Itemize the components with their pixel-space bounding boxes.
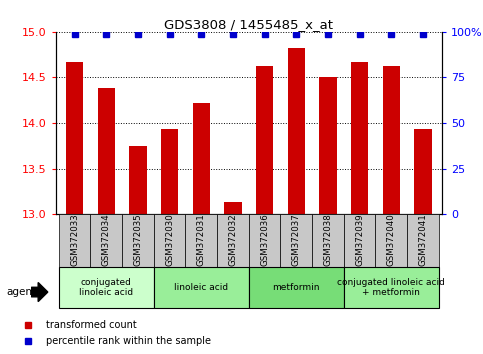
Bar bbox=[90, 214, 122, 267]
Bar bbox=[249, 214, 281, 267]
Bar bbox=[312, 214, 344, 267]
Bar bbox=[66, 62, 83, 214]
Bar bbox=[161, 130, 178, 214]
Text: GSM372034: GSM372034 bbox=[102, 213, 111, 266]
Text: percentile rank within the sample: percentile rank within the sample bbox=[46, 336, 211, 346]
Bar bbox=[193, 103, 210, 214]
Bar bbox=[129, 146, 147, 214]
Title: GDS3808 / 1455485_x_at: GDS3808 / 1455485_x_at bbox=[164, 18, 333, 31]
Bar bbox=[375, 214, 407, 267]
Text: GSM372035: GSM372035 bbox=[133, 213, 142, 266]
FancyArrow shape bbox=[31, 282, 48, 302]
Text: GSM372038: GSM372038 bbox=[324, 213, 332, 266]
Bar bbox=[256, 65, 273, 214]
Bar bbox=[383, 65, 400, 214]
Bar bbox=[59, 267, 154, 308]
Text: GSM372032: GSM372032 bbox=[228, 213, 238, 266]
Bar bbox=[344, 214, 375, 267]
Bar bbox=[154, 267, 249, 308]
Bar bbox=[351, 62, 369, 214]
Bar bbox=[414, 130, 432, 214]
Text: GSM372037: GSM372037 bbox=[292, 213, 301, 266]
Bar bbox=[122, 214, 154, 267]
Text: metformin: metformin bbox=[272, 283, 320, 292]
Bar bbox=[59, 214, 90, 267]
Text: linoleic acid: linoleic acid bbox=[174, 283, 228, 292]
Bar bbox=[224, 202, 242, 214]
Text: GSM372030: GSM372030 bbox=[165, 213, 174, 266]
Bar bbox=[249, 267, 344, 308]
Text: GSM372041: GSM372041 bbox=[418, 213, 427, 266]
Bar bbox=[185, 214, 217, 267]
Bar bbox=[407, 214, 439, 267]
Bar bbox=[154, 214, 185, 267]
Bar bbox=[287, 48, 305, 214]
Text: conjugated
linoleic acid: conjugated linoleic acid bbox=[79, 278, 133, 297]
Text: GSM372031: GSM372031 bbox=[197, 213, 206, 266]
Text: transformed count: transformed count bbox=[46, 320, 137, 330]
Text: GSM372039: GSM372039 bbox=[355, 213, 364, 266]
Bar bbox=[98, 88, 115, 214]
Text: conjugated linoleic acid
+ metformin: conjugated linoleic acid + metformin bbox=[337, 278, 445, 297]
Bar bbox=[217, 214, 249, 267]
Text: GSM372036: GSM372036 bbox=[260, 213, 269, 266]
Bar bbox=[281, 214, 312, 267]
Text: GSM372033: GSM372033 bbox=[70, 213, 79, 266]
Bar bbox=[344, 267, 439, 308]
Text: agent: agent bbox=[6, 287, 36, 297]
Bar bbox=[319, 76, 337, 214]
Text: GSM372040: GSM372040 bbox=[387, 213, 396, 266]
